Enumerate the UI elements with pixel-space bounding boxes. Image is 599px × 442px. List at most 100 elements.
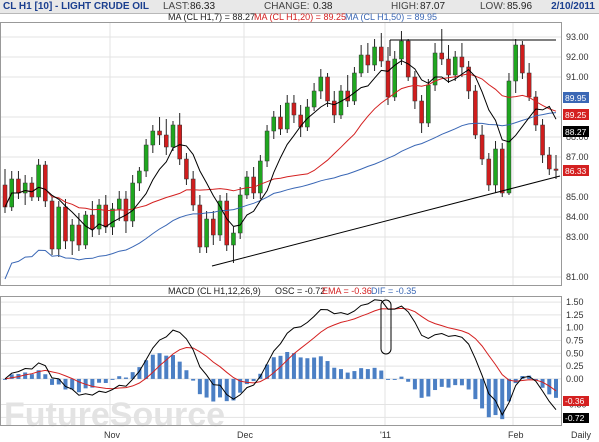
candle [83,211,88,249]
histogram-bar [305,358,310,379]
candle [237,187,243,239]
histogram-bar [63,378,68,390]
ma7-tag: 88.27 [563,126,589,137]
candle [325,73,330,107]
ma7-line [4,60,557,231]
candle [459,43,465,77]
time-gridlines [109,23,514,425]
candle [69,219,75,255]
candle [479,125,485,165]
histogram-bar [164,355,169,379]
histogram-bar [486,378,491,418]
candle [385,47,391,105]
candle [412,71,418,109]
ma20-line [4,73,557,212]
histogram-bar [453,378,458,386]
histogram-bar [103,378,108,383]
candle [137,167,142,191]
histogram-bar [9,374,14,379]
price-tick-label: 81.00 [566,272,589,282]
chart-date: 2/10/2011 [551,1,595,12]
histogram-bar [298,357,303,379]
x-label-dec: Dec [237,430,254,440]
macd-dif-line [4,299,557,416]
candle [486,153,492,191]
price-panel-frame [0,22,562,286]
macd-peak-highlight [380,299,392,355]
legend-ma7: MA (CL H1,7) = 88.27 [168,12,255,22]
candle [379,33,384,67]
histogram-bar [345,372,350,379]
change-value: 0.38 [313,1,333,12]
histogram-bar [137,367,142,379]
histogram-bar [433,378,438,391]
candle [499,143,505,197]
candle [170,121,176,151]
candle [197,195,203,253]
candle [150,125,156,153]
macd-ema-tag: -0.36 [563,396,589,406]
histogram-bar [191,378,196,381]
histogram-bar [244,378,249,385]
x-label-nov: Nov [104,430,121,440]
histogram-bar [204,378,209,398]
histogram-bar [379,370,384,379]
candle [291,95,297,123]
candle [345,75,350,107]
candle [204,211,209,253]
candle [311,83,317,111]
price-tick-label: 91.00 [566,72,589,82]
candle [506,73,512,195]
histogram-bar [29,374,34,379]
ma20-tag: 89.25 [563,109,589,120]
candle [332,91,337,123]
macd-osc-tag: -0.72 [563,413,589,423]
macd-panel-frame [0,296,562,426]
macd-tick-label: 0.50 [566,348,584,358]
candle [399,31,404,65]
histogram-bar [177,361,182,379]
candle [43,161,48,207]
histogram-bar [554,378,558,398]
candle [16,171,21,199]
histogram-bar [184,370,189,379]
x-label-period: Daily [571,430,592,440]
candle [520,41,525,79]
candle [217,195,223,241]
histogram-bar [312,357,317,379]
ma50-line [4,112,557,280]
macd-histogram [3,352,558,420]
candle [103,195,109,233]
candle [184,153,189,185]
candles [2,29,559,263]
candle [493,141,498,193]
candle [271,111,277,139]
histogram-bar [540,378,545,388]
candle [446,45,451,83]
candle [372,39,377,71]
histogram-bar [392,378,397,380]
candle [553,155,559,179]
candle [452,51,458,81]
histogram-bar [211,378,216,402]
price-tick-label: 87.00 [566,152,589,162]
svg-text:89.25: 89.25 [565,110,587,120]
histogram-bar [130,372,135,379]
candle [439,29,445,65]
candle [224,193,229,251]
last-label: LAST: [163,1,190,12]
histogram-bar [90,378,95,388]
macd-legend-osc: OSC = -0.72 [275,286,325,296]
x-label-feb: Feb [508,430,524,440]
histogram-bar [439,378,444,387]
candle [426,79,431,127]
candle [305,99,310,131]
price-tick-label: 83.00 [566,232,589,242]
candle [211,211,216,245]
histogram-bar [506,378,511,402]
support-trendline [211,175,561,267]
high-label: HIGH: [391,1,419,12]
histogram-bar [224,378,229,402]
macd-tick-label: 0.25 [566,361,584,371]
histogram-bar [150,354,155,379]
